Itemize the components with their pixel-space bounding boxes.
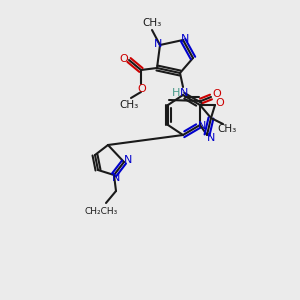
Text: N: N	[154, 39, 162, 49]
Text: N: N	[112, 173, 120, 183]
Text: N: N	[181, 34, 189, 44]
Text: CH₃: CH₃	[218, 124, 237, 134]
Text: H: H	[172, 88, 180, 98]
Text: N: N	[124, 155, 132, 165]
Text: CH₃: CH₃	[119, 100, 139, 110]
Text: O: O	[138, 84, 146, 94]
Text: O: O	[216, 98, 224, 108]
Text: N: N	[198, 121, 206, 131]
Text: CH₂CH₃: CH₂CH₃	[84, 206, 118, 215]
Text: N: N	[180, 88, 188, 98]
Text: CH₃: CH₃	[142, 18, 162, 28]
Text: N: N	[207, 133, 215, 143]
Text: O: O	[213, 89, 221, 99]
Text: O: O	[120, 54, 128, 64]
